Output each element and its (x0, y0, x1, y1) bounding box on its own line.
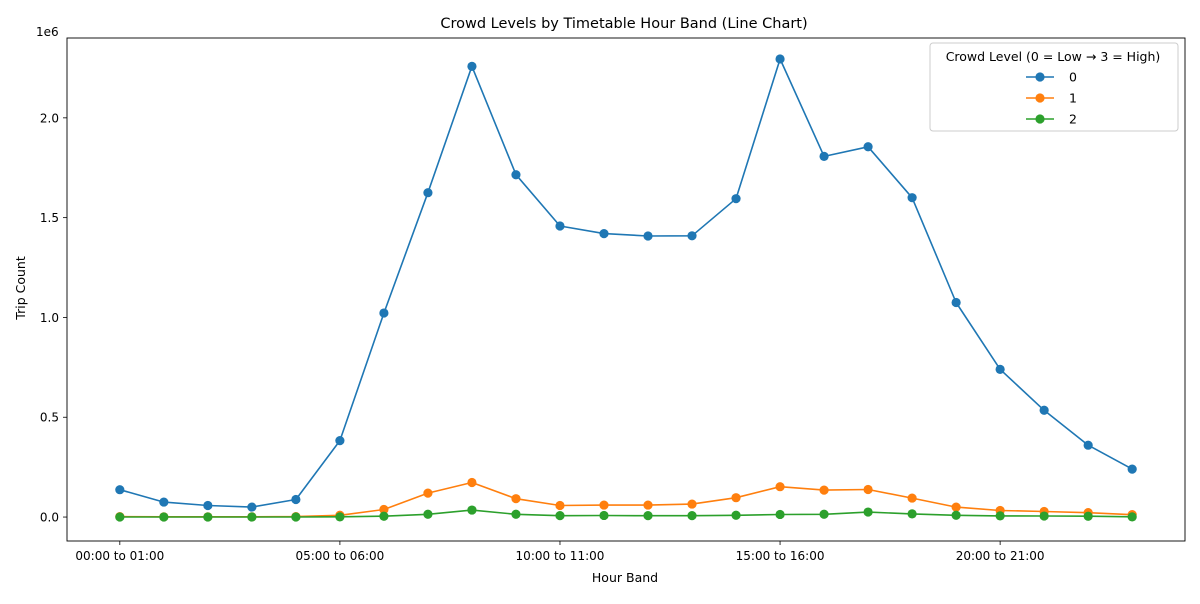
y-tick-label: 0.5 (40, 411, 59, 425)
data-point-2 (907, 509, 917, 519)
data-point-2 (335, 512, 345, 522)
data-point-0 (863, 142, 873, 152)
data-point-2 (467, 505, 477, 515)
series-line-2 (119, 509, 1133, 518)
data-point-0 (159, 497, 169, 507)
data-point-1 (907, 493, 917, 503)
data-point-0 (467, 61, 477, 71)
y-offset-label: 1e6 (36, 25, 59, 39)
legend-marker-2 (1035, 114, 1045, 124)
data-point-2 (687, 511, 697, 521)
data-point-2 (247, 512, 257, 522)
chart-title: Crowd Levels by Timetable Hour Band (Lin… (440, 16, 807, 32)
data-point-1 (379, 504, 389, 515)
data-point-0 (335, 435, 345, 446)
data-point-1 (511, 494, 521, 504)
data-point-2 (1083, 511, 1093, 521)
legend-marker-0 (1035, 72, 1045, 82)
data-point-0 (1039, 405, 1049, 415)
data-point-0 (379, 308, 389, 318)
data-point-2 (115, 512, 125, 522)
data-point-0 (423, 188, 433, 198)
y-tick-label: 1.0 (40, 311, 59, 325)
data-point-1 (731, 493, 741, 503)
data-point-0 (511, 170, 521, 180)
legend-label-2: 2 (1069, 112, 1077, 127)
data-point-1 (599, 500, 609, 510)
data-point-2 (775, 509, 785, 520)
data-point-0 (819, 151, 829, 161)
x-axis-label: Hour Band (592, 570, 658, 585)
y-axis-label: Trip Count (13, 256, 28, 321)
legend-box (929, 42, 1179, 132)
data-point-1 (643, 500, 653, 510)
legend-marker-1 (1035, 93, 1045, 103)
data-point-2 (599, 510, 609, 521)
x-tick-label: 05:00 to 06:00 (295, 549, 384, 563)
data-point-0 (599, 229, 609, 239)
data-point-2 (863, 507, 873, 517)
x-tick-label: 15:00 to 16:00 (736, 549, 825, 563)
data-point-1 (467, 477, 477, 488)
data-point-1 (423, 488, 433, 498)
data-point-0 (951, 297, 961, 308)
data-point-0 (731, 194, 741, 204)
y-tick-label: 2.0 (40, 111, 59, 125)
data-point-1 (555, 500, 565, 511)
data-point-0 (1127, 464, 1137, 474)
data-point-1 (951, 502, 961, 512)
data-point-0 (907, 193, 917, 203)
data-point-2 (423, 509, 433, 519)
data-point-0 (643, 231, 653, 241)
data-point-2 (995, 511, 1005, 521)
data-point-0 (995, 364, 1005, 374)
legend: Crowd Level (0 = Low → 3 = High) 0 1 2 (929, 42, 1179, 132)
y-tick-label: 0.0 (40, 511, 59, 525)
data-point-1 (819, 485, 829, 495)
data-point-2 (1127, 512, 1137, 522)
data-point-0 (203, 500, 213, 511)
data-point-2 (951, 510, 961, 520)
data-point-1 (775, 482, 785, 492)
axes-frame (66, 37, 1186, 542)
legend-label-0: 0 (1069, 70, 1077, 85)
data-point-2 (555, 511, 565, 521)
data-point-0 (687, 231, 697, 241)
data-point-0 (115, 485, 125, 495)
data-point-2 (1039, 511, 1049, 521)
data-point-1 (863, 484, 873, 495)
legend-label-1: 1 (1069, 91, 1077, 106)
data-point-2 (819, 509, 829, 519)
data-point-2 (203, 512, 213, 522)
data-point-0 (1083, 440, 1093, 450)
data-point-0 (555, 221, 565, 231)
data-point-0 (775, 54, 785, 64)
data-point-0 (291, 494, 301, 505)
data-point-2 (159, 512, 169, 522)
data-point-2 (291, 512, 301, 522)
data-point-1 (687, 499, 697, 509)
x-tick-label: 00:00 to 01:00 (75, 549, 164, 563)
x-tick-label: 20:00 to 21:00 (956, 549, 1045, 563)
y-tick-label: 1.5 (40, 211, 59, 225)
data-point-2 (731, 510, 741, 520)
legend-title: Crowd Level (0 = Low → 3 = High) (946, 49, 1161, 64)
data-point-2 (643, 511, 653, 521)
x-tick-label: 10:00 to 11:00 (516, 549, 605, 563)
series-line-0 (119, 58, 1133, 508)
plot-area: 0.0 0.5 1.0 1.5 2.0 00:00 to 01:00 05:00 to 06… (40, 37, 1186, 563)
data-point-2 (379, 511, 389, 521)
data-point-0 (247, 502, 257, 512)
data-point-2 (511, 509, 521, 519)
